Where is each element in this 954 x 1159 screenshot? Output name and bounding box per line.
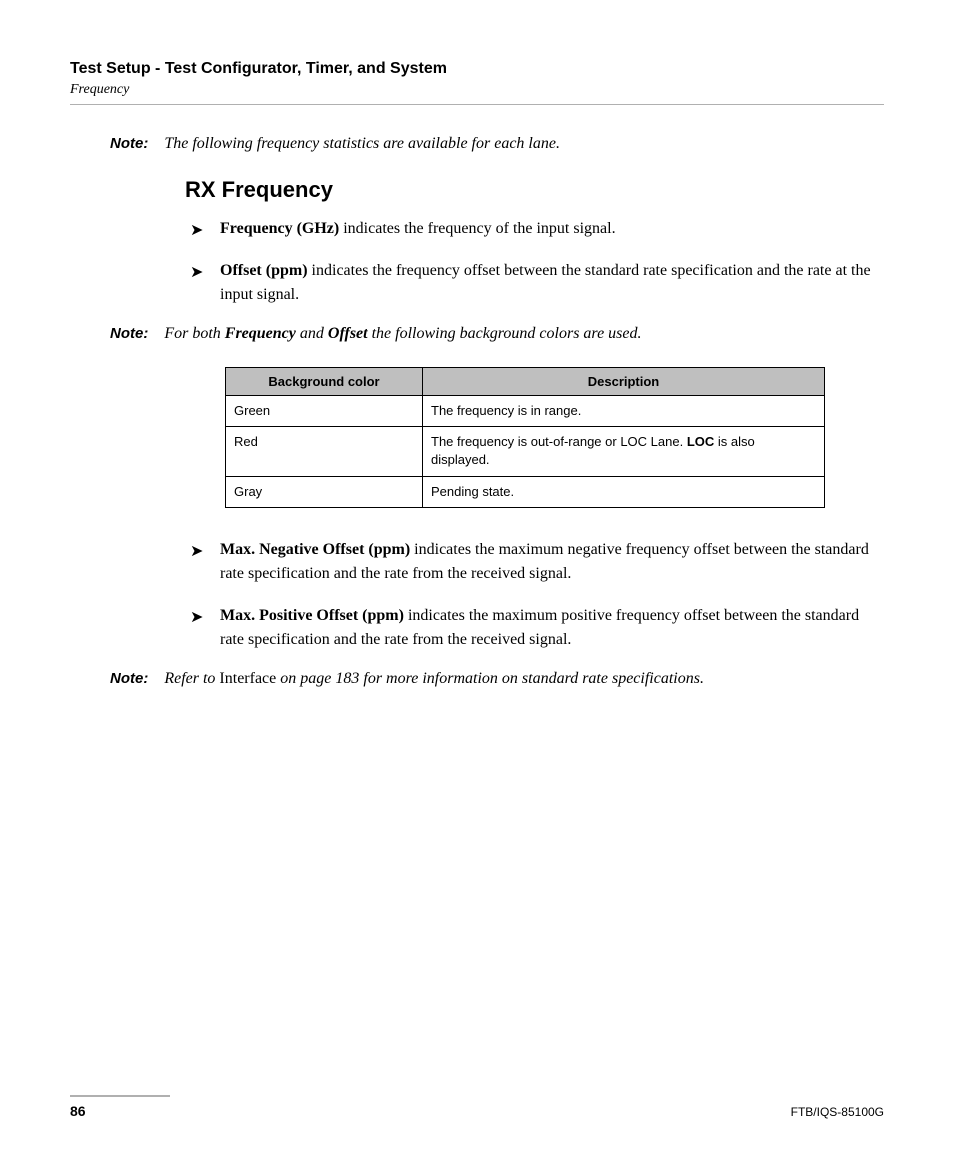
arrow-icon: ➤	[190, 606, 203, 630]
note-1: Note: The following frequency statistics…	[185, 135, 884, 153]
bullet-term: Max. Positive Offset (ppm)	[220, 607, 404, 624]
bullet-offset: ➤ Offset (ppm) indicates the frequency o…	[220, 259, 884, 307]
note-text-post: on page 183 for more information on stan…	[276, 670, 704, 687]
arrow-icon: ➤	[190, 261, 203, 285]
bullet-max-neg: ➤ Max. Negative Offset (ppm) indicates t…	[220, 538, 884, 586]
cell-text: The frequency is out-of-range or LOC Lan…	[431, 434, 687, 449]
header-rule	[70, 104, 884, 105]
table-header: Background color	[226, 368, 423, 396]
table-row: Gray Pending state.	[226, 476, 825, 507]
bullet-term: Max. Negative Offset (ppm)	[220, 541, 410, 558]
chapter-title: Test Setup - Test Configurator, Timer, a…	[70, 60, 884, 78]
table-row: Red The frequency is out-of-range or LOC…	[226, 427, 825, 476]
table-cell: Red	[226, 427, 423, 476]
bullet-frequency: ➤ Frequency (GHz) indicates the frequenc…	[220, 217, 884, 241]
arrow-icon: ➤	[190, 540, 203, 564]
section-subtitle: Frequency	[70, 82, 884, 98]
note-label: Note:	[110, 325, 148, 342]
table-cell: Green	[226, 396, 423, 427]
section-heading: RX Frequency	[185, 177, 884, 203]
note-label: Note:	[110, 670, 148, 687]
document-id: FTB/IQS-85100G	[791, 1105, 884, 1119]
bullet-term: Offset (ppm)	[220, 262, 308, 279]
bullet-term: Frequency (GHz)	[220, 220, 339, 237]
arrow-icon: ➤	[190, 219, 203, 243]
table-header: Description	[423, 368, 825, 396]
note-3: Note: Refer to Interface on page 183 for…	[185, 670, 884, 688]
note-bold-1: Frequency	[225, 325, 296, 342]
page-container: Test Setup - Test Configurator, Timer, a…	[0, 0, 954, 1159]
note-text-pre: Refer to	[164, 670, 219, 687]
table-cell: The frequency is in range.	[423, 396, 825, 427]
table-cell: Gray	[226, 476, 423, 507]
note-text-post: the following background colors are used…	[368, 325, 642, 342]
table-cell: The frequency is out-of-range or LOC Lan…	[423, 427, 825, 476]
bullet-text: indicates the frequency of the input sig…	[339, 220, 615, 237]
table-cell: Pending state.	[423, 476, 825, 507]
table-header-row: Background color Description	[226, 368, 825, 396]
footer-rule	[70, 1095, 170, 1097]
cell-bold: LOC	[687, 434, 714, 449]
note-plain: Interface	[219, 670, 276, 687]
note-text-mid: and	[296, 325, 328, 342]
note-text-pre: For both	[164, 325, 224, 342]
bullet-text: indicates the frequency offset between t…	[220, 262, 871, 303]
bullet-max-pos: ➤ Max. Positive Offset (ppm) indicates t…	[220, 604, 884, 652]
note-text: The following frequency statistics are a…	[164, 135, 560, 152]
note-label: Note:	[110, 135, 148, 152]
note-2: Note: For both Frequency and Offset the …	[185, 325, 884, 343]
note-bold-2: Offset	[328, 325, 368, 342]
page-number: 86	[70, 1103, 86, 1119]
background-color-table: Background color Description Green The f…	[225, 367, 825, 508]
footer-row: 86 FTB/IQS-85100G	[70, 1103, 884, 1119]
page-footer: 86 FTB/IQS-85100G	[70, 1095, 884, 1119]
cell-text: Pending state.	[431, 484, 514, 499]
cell-text: The frequency is in range.	[431, 403, 581, 418]
table-row: Green The frequency is in range.	[226, 396, 825, 427]
